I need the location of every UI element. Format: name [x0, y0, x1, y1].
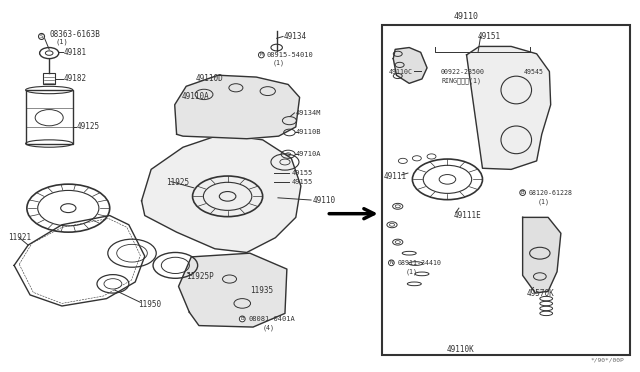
Polygon shape	[175, 75, 300, 139]
Text: 49151: 49151	[478, 32, 501, 41]
Polygon shape	[141, 134, 301, 253]
Text: 49110: 49110	[312, 196, 335, 205]
Text: 49110K: 49110K	[446, 345, 474, 354]
Text: 11921: 11921	[8, 233, 31, 242]
Text: B: B	[241, 317, 244, 321]
Text: S: S	[40, 34, 44, 39]
Text: 49134M: 49134M	[296, 110, 321, 116]
Polygon shape	[179, 253, 287, 327]
Text: 08081-0401A: 08081-0401A	[248, 316, 296, 322]
Text: 49155: 49155	[291, 170, 312, 176]
Text: 49110A: 49110A	[182, 92, 209, 101]
Text: 49110: 49110	[454, 12, 479, 22]
Text: */90*/00P: */90*/00P	[591, 357, 625, 362]
Text: (1): (1)	[272, 59, 284, 65]
Text: 49181: 49181	[64, 48, 87, 57]
Text: 49110C: 49110C	[389, 69, 413, 75]
Text: RINGリング(1): RINGリング(1)	[441, 77, 481, 84]
Bar	[383, 25, 630, 355]
Text: 49110D: 49110D	[196, 74, 223, 83]
Bar	[26, 90, 73, 144]
Text: 11935: 11935	[250, 286, 273, 295]
Text: (1): (1)	[538, 198, 550, 205]
Text: 08363-6163B: 08363-6163B	[49, 30, 100, 39]
Text: 08120-61228: 08120-61228	[529, 190, 573, 196]
Text: (4): (4)	[262, 325, 275, 331]
Text: 49710A: 49710A	[296, 151, 321, 157]
Text: 11925: 11925	[166, 178, 189, 187]
Text: 49570K: 49570K	[527, 289, 555, 298]
Text: 49111E: 49111E	[454, 211, 481, 220]
Polygon shape	[394, 48, 427, 83]
Text: 00922-23500: 00922-23500	[441, 69, 485, 75]
Text: B: B	[521, 190, 524, 195]
Text: 11925P: 11925P	[186, 272, 214, 281]
Text: 08915-54010: 08915-54010	[266, 52, 313, 58]
Polygon shape	[467, 46, 550, 169]
Text: (1): (1)	[56, 38, 68, 45]
Text: 49134: 49134	[284, 32, 307, 41]
Text: (1): (1)	[406, 269, 418, 275]
Text: 11950: 11950	[138, 300, 161, 310]
Text: 49110B: 49110B	[296, 129, 321, 135]
Text: 49125: 49125	[77, 122, 100, 131]
Text: 49545: 49545	[524, 69, 544, 75]
Text: 49182: 49182	[64, 74, 87, 83]
Text: 49155: 49155	[291, 179, 312, 185]
Polygon shape	[523, 217, 561, 293]
Text: 49111: 49111	[384, 172, 407, 181]
Text: 08911-34410: 08911-34410	[397, 260, 442, 266]
Text: M: M	[260, 52, 263, 57]
Text: N: N	[390, 260, 393, 265]
Bar	[44, 73, 55, 84]
